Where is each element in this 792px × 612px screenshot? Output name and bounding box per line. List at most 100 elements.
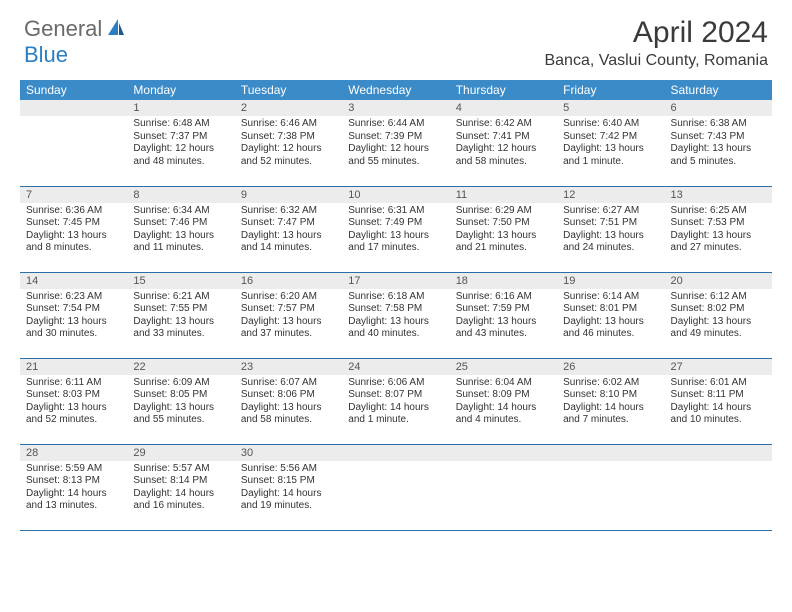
sunrise-text: Sunrise: 6:23 AM	[26, 291, 121, 304]
sunset-text: Sunset: 8:09 PM	[456, 389, 551, 402]
day-body: Sunrise: 5:57 AMSunset: 8:14 PMDaylight:…	[127, 461, 234, 517]
calendar-day-cell: 15Sunrise: 6:21 AMSunset: 7:55 PMDayligh…	[127, 272, 234, 358]
daylight-text: Daylight: 13 hours and 1 minute.	[563, 143, 658, 168]
calendar-week-row: 21Sunrise: 6:11 AMSunset: 8:03 PMDayligh…	[20, 358, 772, 444]
day-number	[450, 445, 557, 461]
daylight-text: Daylight: 14 hours and 4 minutes.	[456, 402, 551, 427]
day-number: 26	[557, 359, 664, 375]
sunset-text: Sunset: 8:05 PM	[133, 389, 228, 402]
day-body	[557, 461, 664, 467]
day-body: Sunrise: 6:34 AMSunset: 7:46 PMDaylight:…	[127, 203, 234, 259]
calendar-week-row: 14Sunrise: 6:23 AMSunset: 7:54 PMDayligh…	[20, 272, 772, 358]
daylight-text: Daylight: 13 hours and 5 minutes.	[671, 143, 766, 168]
day-header: Saturday	[665, 80, 772, 100]
calendar-day-cell: 23Sunrise: 6:07 AMSunset: 8:06 PMDayligh…	[235, 358, 342, 444]
calendar-week-row: 7 Sunrise: 6:36 AMSunset: 7:45 PM Daylight…	[20, 186, 772, 272]
day-body: Sunrise: 6:20 AMSunset: 7:57 PMDaylight:…	[235, 289, 342, 345]
day-body: Sunrise: 6:48 AMSunset: 7:37 PMDaylight:…	[127, 116, 234, 172]
sunrise-text: Sunrise: 6:18 AM	[348, 291, 443, 304]
sunrise-text: Sunrise: 6:36 AM	[26, 205, 121, 218]
calendar-day-cell: 8Sunrise: 6:34 AMSunset: 7:46 PMDaylight…	[127, 186, 234, 272]
daylight-text: Daylight: 13 hours and 27 minutes.	[671, 230, 766, 255]
day-number: 20	[665, 273, 772, 289]
daylight-text: Daylight: 12 hours and 58 minutes.	[456, 143, 551, 168]
daylight-text: Daylight: 14 hours and 16 minutes.	[133, 488, 228, 513]
day-header: Friday	[557, 80, 664, 100]
calendar-day-cell: 25Sunrise: 6:04 AMSunset: 8:09 PMDayligh…	[450, 358, 557, 444]
sunset-text: Sunset: 7:59 PM	[456, 303, 551, 316]
calendar-day-cell	[450, 444, 557, 530]
day-body	[450, 461, 557, 467]
day-number: 4	[450, 100, 557, 116]
sunrise-text: Sunrise: 6:11 AM	[26, 377, 121, 390]
sunrise-text: Sunrise: 6:29 AM	[456, 205, 551, 218]
sunset-text: Sunset: 7:46 PM	[133, 217, 228, 230]
day-body: Sunrise: 6:02 AMSunset: 8:10 PMDaylight:…	[557, 375, 664, 431]
sunrise-text: Sunrise: 6:21 AM	[133, 291, 228, 304]
logo-sail-icon	[106, 17, 126, 42]
day-body: Sunrise: 5:59 AMSunset: 8:13 PMDaylight:…	[20, 461, 127, 517]
day-body: Sunrise: 6:40 AMSunset: 7:42 PMDaylight:…	[557, 116, 664, 172]
day-body: Sunrise: 6:06 AMSunset: 8:07 PMDaylight:…	[342, 375, 449, 431]
sunrise-text: Sunrise: 6:01 AM	[671, 377, 766, 390]
day-header: Thursday	[450, 80, 557, 100]
day-body	[342, 461, 449, 467]
daylight-text: Daylight: 13 hours and 17 minutes.	[348, 230, 443, 255]
calendar-day-cell: 21Sunrise: 6:11 AMSunset: 8:03 PMDayligh…	[20, 358, 127, 444]
day-number	[557, 445, 664, 461]
day-header-row: Sunday Monday Tuesday Wednesday Thursday…	[20, 80, 772, 100]
sunrise-text: Sunrise: 6:40 AM	[563, 118, 658, 131]
sunset-text: Sunset: 7:37 PM	[133, 131, 228, 144]
daylight-text: Daylight: 13 hours and 37 minutes.	[241, 316, 336, 341]
logo-text-blue: Blue	[24, 42, 68, 67]
sunset-text: Sunset: 7:54 PM	[26, 303, 121, 316]
calendar-day-cell	[665, 444, 772, 530]
day-number: 16	[235, 273, 342, 289]
daylight-text: Daylight: 14 hours and 1 minute.	[348, 402, 443, 427]
sunset-text: Sunset: 8:14 PM	[133, 475, 228, 488]
sunrise-text: Sunrise: 6:27 AM	[563, 205, 658, 218]
calendar-day-cell	[557, 444, 664, 530]
calendar-day-cell: 2Sunrise: 6:46 AMSunset: 7:38 PMDaylight…	[235, 100, 342, 186]
sunset-text: Sunset: 7:45 PM	[26, 217, 121, 230]
day-number: 1	[127, 100, 234, 116]
calendar-day-cell: 28Sunrise: 5:59 AMSunset: 8:13 PMDayligh…	[20, 444, 127, 530]
calendar-day-cell: 10Sunrise: 6:31 AMSunset: 7:49 PMDayligh…	[342, 186, 449, 272]
day-body: Sunrise: 6:38 AMSunset: 7:43 PMDaylight:…	[665, 116, 772, 172]
day-body: Sunrise: 6:16 AMSunset: 7:59 PMDaylight:…	[450, 289, 557, 345]
day-header: Monday	[127, 80, 234, 100]
day-number	[20, 100, 127, 116]
calendar-table: Sunday Monday Tuesday Wednesday Thursday…	[20, 80, 772, 531]
calendar-day-cell: 16Sunrise: 6:20 AMSunset: 7:57 PMDayligh…	[235, 272, 342, 358]
day-body: Sunrise: 6:09 AMSunset: 8:05 PMDaylight:…	[127, 375, 234, 431]
sunrise-text: Sunrise: 6:04 AM	[456, 377, 551, 390]
day-number: 19	[557, 273, 664, 289]
sunset-text: Sunset: 7:50 PM	[456, 217, 551, 230]
day-number: 15	[127, 273, 234, 289]
day-number: 2	[235, 100, 342, 116]
logo-blue-row: Blue	[24, 42, 68, 68]
daylight-text: Daylight: 13 hours and 33 minutes.	[133, 316, 228, 341]
day-number: 3	[342, 100, 449, 116]
daylight-text: Daylight: 12 hours and 55 minutes.	[348, 143, 443, 168]
month-title: April 2024	[544, 16, 768, 50]
day-number: 7	[20, 187, 127, 203]
day-number	[665, 445, 772, 461]
sunset-text: Sunset: 7:53 PM	[671, 217, 766, 230]
daylight-text: Daylight: 14 hours and 13 minutes.	[26, 488, 121, 513]
calendar-day-cell: 17Sunrise: 6:18 AMSunset: 7:58 PMDayligh…	[342, 272, 449, 358]
day-body: Sunrise: 6:29 AMSunset: 7:50 PMDaylight:…	[450, 203, 557, 259]
day-number: 12	[557, 187, 664, 203]
daylight-text: Daylight: 13 hours and 30 minutes.	[26, 316, 121, 341]
sunset-text: Sunset: 8:02 PM	[671, 303, 766, 316]
sunset-text: Sunset: 7:38 PM	[241, 131, 336, 144]
day-body: Sunrise: 6:32 AMSunset: 7:47 PMDaylight:…	[235, 203, 342, 259]
calendar-day-cell: 18Sunrise: 6:16 AMSunset: 7:59 PMDayligh…	[450, 272, 557, 358]
day-body: Sunrise: 6:12 AMSunset: 8:02 PMDaylight:…	[665, 289, 772, 345]
sunset-text: Sunset: 8:03 PM	[26, 389, 121, 402]
calendar-day-cell	[20, 100, 127, 186]
day-body: Sunrise: 6:46 AMSunset: 7:38 PMDaylight:…	[235, 116, 342, 172]
calendar-day-cell: 26Sunrise: 6:02 AMSunset: 8:10 PMDayligh…	[557, 358, 664, 444]
sunrise-text: Sunrise: 6:32 AM	[241, 205, 336, 218]
sunset-text: Sunset: 8:07 PM	[348, 389, 443, 402]
